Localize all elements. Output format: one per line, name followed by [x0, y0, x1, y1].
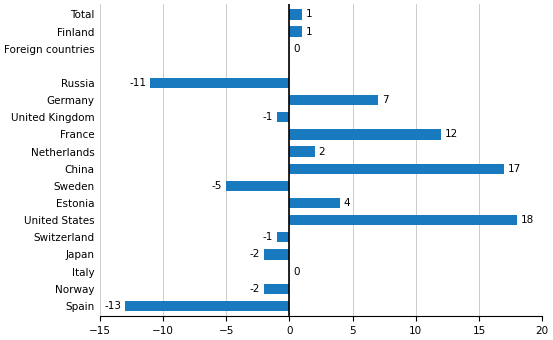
Text: 7: 7: [382, 95, 388, 105]
Text: -13: -13: [104, 301, 121, 311]
Text: -1: -1: [263, 112, 273, 122]
Bar: [289, 9, 302, 20]
Bar: [264, 249, 289, 259]
Text: -5: -5: [212, 181, 222, 191]
Text: 2: 2: [319, 147, 325, 156]
Text: 17: 17: [508, 164, 521, 174]
Bar: [125, 301, 289, 311]
Text: 0: 0: [293, 44, 300, 54]
Text: 1: 1: [306, 27, 312, 37]
Bar: [276, 112, 289, 122]
Bar: [289, 164, 504, 174]
Bar: [289, 95, 378, 105]
Bar: [276, 232, 289, 242]
Text: -2: -2: [250, 250, 260, 259]
Text: 4: 4: [344, 198, 351, 208]
Bar: [289, 198, 340, 208]
Bar: [264, 284, 289, 294]
Text: 18: 18: [521, 215, 534, 225]
Text: -2: -2: [250, 284, 260, 294]
Bar: [289, 129, 441, 140]
Bar: [150, 78, 289, 88]
Bar: [289, 27, 302, 37]
Bar: [226, 181, 289, 191]
Text: 1: 1: [306, 10, 312, 19]
Text: -11: -11: [129, 78, 147, 88]
Bar: [289, 147, 315, 157]
Bar: [289, 215, 517, 225]
Text: 0: 0: [293, 267, 300, 276]
Text: -1: -1: [263, 232, 273, 242]
Text: 12: 12: [445, 130, 458, 139]
